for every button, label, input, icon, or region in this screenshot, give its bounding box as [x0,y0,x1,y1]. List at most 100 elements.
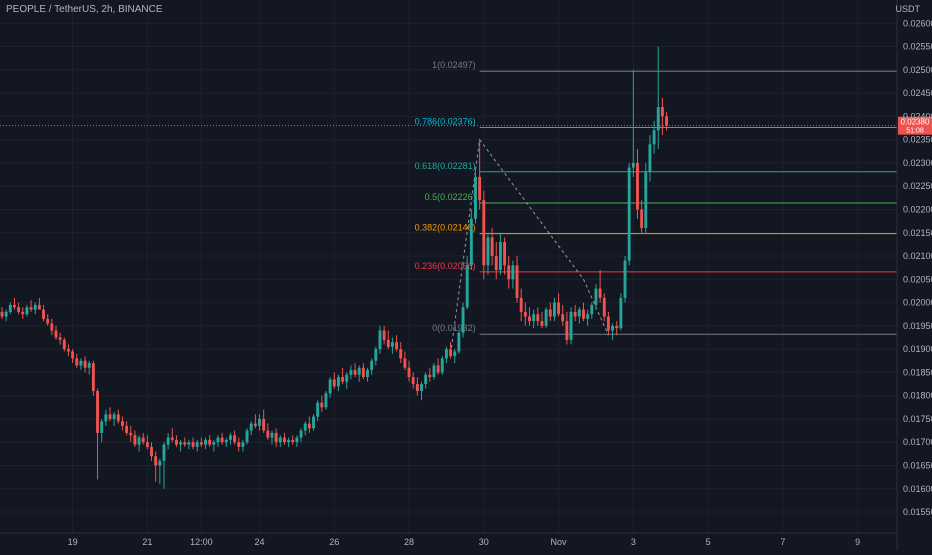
candle-body [237,442,241,447]
candle-body [258,418,261,426]
candle-body [87,363,91,368]
candle [25,304,29,317]
candle-body [328,379,332,394]
candle-body [341,377,345,382]
candle-body [199,442,203,445]
candle-body [170,437,174,440]
grid-lines [0,0,897,533]
candle-body [540,321,544,326]
candle-body [208,439,212,445]
candle-body [386,339,390,347]
y-tick-label: 0.01550 [903,507,932,517]
candle [465,256,469,310]
candle [594,283,598,310]
candle [129,425,133,443]
candle [4,309,8,322]
candle-body [415,384,419,392]
candle-body [21,311,25,315]
candle [75,353,79,368]
candle [652,121,656,154]
candle [291,435,295,445]
candle [87,360,91,375]
candle [108,407,112,422]
candle [602,293,606,322]
candle [449,342,453,359]
candle-body [183,442,187,445]
candle [62,337,66,352]
candle [515,256,519,303]
candle [615,321,619,336]
candle-body [411,377,415,385]
candle [307,416,311,433]
candle [116,409,120,424]
candle [636,148,639,219]
candle [174,435,178,447]
candle-body [104,414,108,422]
candle-body [71,351,75,359]
candle-body [162,444,166,461]
candle [100,418,104,443]
candle-body [498,242,502,270]
candle [399,342,403,364]
fib-level-label: 0.382(0.02148) [415,223,476,233]
candle-body [204,439,207,445]
candle-body [407,367,411,378]
candle [619,293,623,331]
candle [37,297,41,310]
candle [611,323,615,340]
candle [474,167,477,224]
candle [253,414,257,429]
candle [228,432,232,445]
candle [386,330,390,350]
candle-body [453,351,457,357]
candle [336,374,340,392]
candle [345,372,349,389]
candle-body [619,297,623,329]
candle-body [660,107,664,117]
candle [544,307,548,329]
candle [656,46,660,149]
candle-body [4,311,8,317]
candle [320,395,324,412]
candle-body [482,200,486,266]
candle [586,309,590,326]
candle [303,421,307,436]
candle [507,256,511,289]
x-tick-label: 26 [329,537,339,547]
candle [0,307,4,319]
candle [511,260,515,289]
candle-body [224,439,228,443]
candle [8,302,12,315]
candle [561,304,565,326]
candle [141,432,145,445]
candle-body [357,367,361,375]
candle [154,451,158,482]
candle-body [536,314,540,322]
candle-body [96,391,99,433]
candle-body [665,116,669,126]
candle-body [631,162,635,168]
fib-level-label: 0.5(0.02226) [425,192,476,202]
candle [503,237,507,275]
candle-body [424,374,428,385]
candle [249,421,253,436]
candle [83,356,87,373]
x-tick-label: 30 [479,537,489,547]
symbol-title[interactable]: PEOPLE / TetherUS, 2h, BINANCE [6,4,163,15]
candle-body [241,442,245,447]
time-axis: 19 21 12:00 24 26 28 30 Nov 3 5 7 9 [68,537,861,547]
candle-body [594,288,598,305]
candle [220,432,224,445]
candle [125,421,129,436]
candle-body [390,342,394,347]
candle [403,351,407,371]
fib-level-label: 0.236(0.02066) [415,261,476,271]
